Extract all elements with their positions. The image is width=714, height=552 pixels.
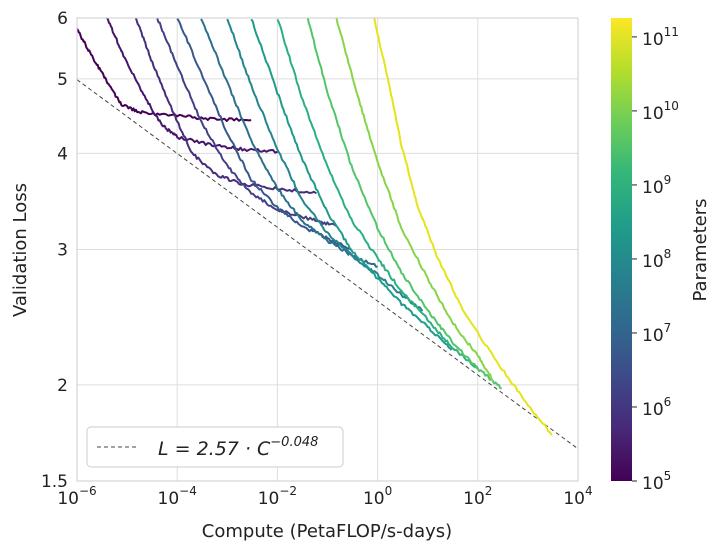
colorbar-tick-base: 10 [642, 400, 664, 420]
x-tick-base: 10 [258, 489, 280, 509]
fit-line [77, 79, 578, 450]
series-line [306, 18, 502, 390]
colorbar-tick-exponent: 9 [664, 173, 672, 187]
series-line [134, 18, 317, 195]
x-tick-labels: 10−6 10−4 10−2 100 102 104 [57, 484, 592, 509]
colorbar-tick-exponent: 11 [664, 25, 679, 39]
colorbar-tick-exponent: 6 [664, 395, 672, 409]
colorbar-tick-base: 10 [642, 30, 664, 50]
colorbar-tick-base: 10 [642, 178, 664, 198]
colorbar-tick-label: 105 [642, 469, 671, 494]
colorbar-tick-exponent: 5 [664, 469, 672, 483]
x-tick-base: 10 [57, 489, 79, 509]
colorbar-tick-label: 1011 [642, 25, 679, 50]
x-tick-label: 104 [563, 484, 592, 509]
series-line [156, 18, 337, 227]
y-tick-label: 5 [57, 70, 68, 90]
colorbar-tick-base: 10 [642, 326, 664, 346]
colorbar-tick-label: 1010 [642, 99, 679, 124]
colorbar-tick-label: 109 [642, 173, 671, 198]
series-line [200, 18, 378, 268]
x-tick-exponent: 4 [585, 484, 593, 498]
colorbar-tick-exponent: 7 [664, 321, 672, 335]
x-tick-exponent: 2 [485, 484, 493, 498]
colorbar-tick-exponent: 10 [664, 99, 679, 113]
legend-fit-exponent: −0.048 [270, 435, 318, 450]
svg-text:L = 2.57 · C−0.048: L = 2.57 · C−0.048 [158, 435, 318, 460]
x-tick-base: 10 [158, 489, 180, 509]
x-tick-label: 100 [363, 484, 392, 509]
colorbar-tick-base: 10 [642, 252, 664, 272]
x-tick-label: 10−4 [158, 484, 197, 509]
legend-box [86, 426, 344, 468]
series-layer [77, 18, 553, 436]
colorbar-gradient [611, 18, 632, 481]
grid-lines [76, 17, 579, 482]
series-line [250, 18, 453, 351]
y-tick-label: 4 [57, 144, 68, 164]
x-tick-label: 10−2 [258, 484, 297, 509]
x-tick-base: 10 [563, 489, 585, 509]
y-tick-label: 3 [57, 241, 68, 261]
y-axis-title: Validation Loss [10, 183, 31, 317]
series-line [373, 18, 553, 436]
fit-line-layer [77, 79, 578, 450]
x-tick-exponent: 0 [385, 484, 393, 498]
colorbar-tick-label: 107 [642, 321, 671, 346]
colorbar-tick-exponent: 8 [664, 247, 672, 261]
x-tick-exponent: −4 [179, 484, 197, 498]
colorbar-label: Parameters [690, 198, 711, 301]
legend-fit-label: L = 2.57 · C [158, 438, 271, 460]
series-line [335, 18, 493, 381]
colorbar-tick-base: 10 [642, 474, 664, 494]
y-tick-label: 2 [57, 376, 68, 396]
series-line [226, 18, 423, 312]
y-tick-labels: 1.5 2 3 4 5 6 [41, 9, 68, 492]
series-line [106, 18, 278, 154]
series-line [77, 28, 252, 122]
colorbar-tick-label: 106 [642, 395, 671, 420]
series-line [276, 19, 479, 370]
x-tick-label: 102 [463, 484, 492, 509]
legend: L = 2.57 · C−0.048 [86, 426, 344, 468]
x-axis-title: Compute (PetaFLOP/s-days) [202, 521, 452, 542]
x-tick-label: 10−6 [57, 484, 96, 509]
y-tick-label: 1.5 [41, 472, 68, 492]
x-tick-base: 10 [463, 489, 485, 509]
x-tick-exponent: −6 [79, 484, 97, 498]
y-tick-label: 6 [57, 9, 68, 29]
x-tick-exponent: −2 [279, 484, 297, 498]
plot-frame [76, 17, 579, 482]
colorbar-tick-label: 108 [642, 247, 671, 272]
x-tick-base: 10 [363, 489, 385, 509]
colorbar-tick-base: 10 [642, 104, 664, 124]
